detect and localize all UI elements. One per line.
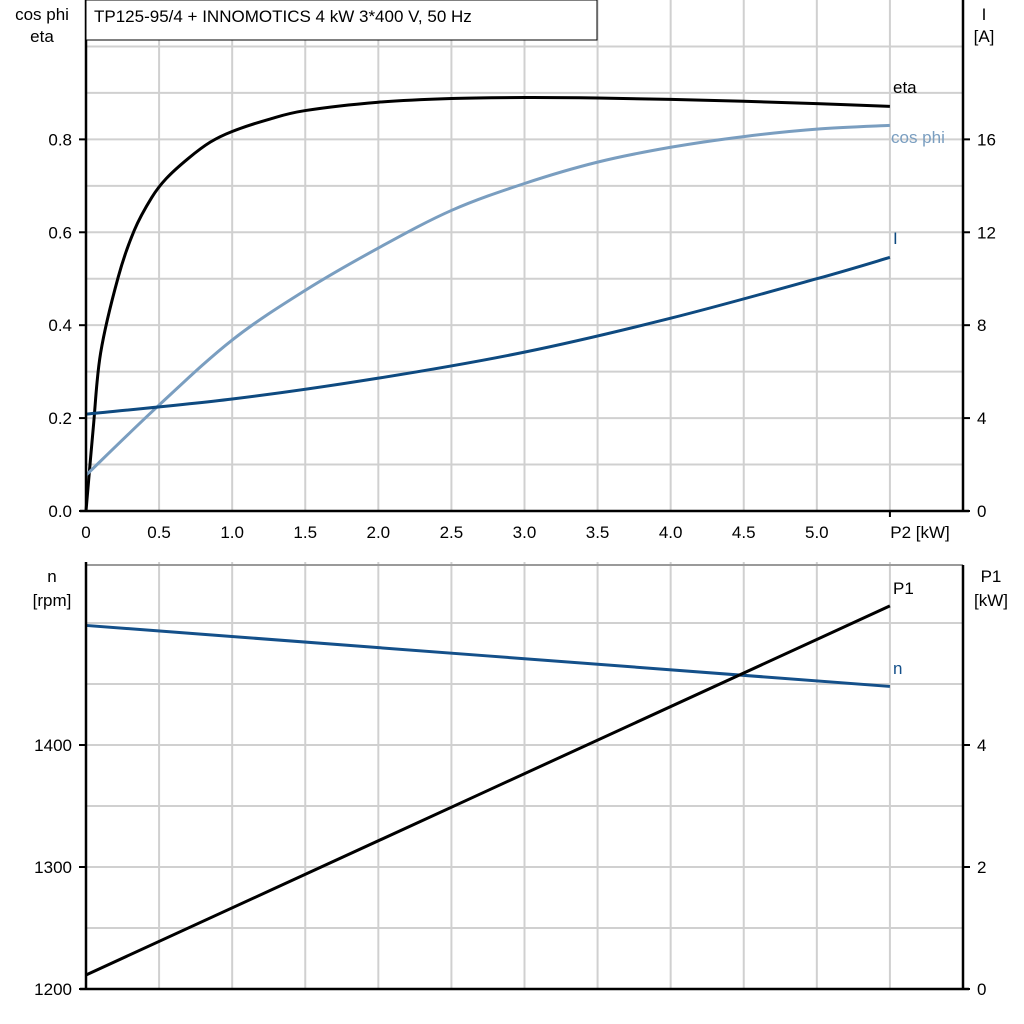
left-tick-label: 0.0 [48, 502, 72, 521]
series-label-p1: P1 [893, 579, 914, 598]
series-label-speed: n [893, 659, 902, 678]
x-tick-label: 0 [81, 523, 90, 542]
title-box [85, 0, 598, 41]
grid-lines [86, 0, 963, 989]
series-label-eta: eta [893, 78, 917, 97]
left-tick-label: 1400 [34, 736, 72, 755]
right-tick-label: 0 [977, 502, 986, 521]
right-tick-label: 12 [977, 223, 996, 242]
top-right-axis-title-2: [A] [974, 27, 995, 46]
curve-p1 [85, 604, 891, 977]
series-label-cos-phi: cos phi [891, 128, 945, 147]
x-tick-label: 2.5 [440, 523, 464, 542]
x-tick-label: 3.0 [513, 523, 537, 542]
left-tick-label: 0.8 [48, 130, 72, 149]
x-tick-label: 0.5 [147, 523, 171, 542]
x-tick-label: 3.5 [586, 523, 610, 542]
right-tick-label: 4 [977, 736, 986, 755]
chart-title: TP125-95/4 + INNOMOTICS 4 kW 3*400 V, 50… [94, 7, 472, 26]
left-tick-label: 1200 [34, 980, 72, 999]
x-tick-label: 5.0 [805, 523, 829, 542]
curve-i [85, 255, 891, 416]
x-tick-label: 1.0 [220, 523, 244, 542]
left-tick-label: 0.6 [48, 223, 72, 242]
top-left-axis-title-1: cos phi [15, 5, 69, 24]
x-tick-label: 2.0 [367, 523, 391, 542]
right-tick-label: 2 [977, 858, 986, 877]
bottom-left-axis-title-1: n [47, 567, 56, 586]
bottom-left-axis-title-2: [rpm] [33, 591, 72, 610]
series-label-current: I [893, 229, 898, 248]
left-tick-label: 1300 [34, 858, 72, 877]
x-tick-label: 1.5 [293, 523, 317, 542]
curve-eta [84, 96, 890, 512]
x-axis-title: P2 [kW] [890, 523, 950, 542]
left-tick-label: 0.4 [48, 316, 72, 335]
bottom-right-axis-title-2: [kW] [974, 591, 1008, 610]
curve-cos-phi [84, 123, 890, 477]
curve-n [85, 623, 891, 688]
right-tick-label: 16 [977, 130, 996, 149]
top-left-axis-title-2: eta [30, 27, 54, 46]
x-tick-label: 4.5 [732, 523, 756, 542]
curves [84, 96, 891, 977]
top-right-axis-title-1: I [982, 5, 987, 24]
right-tick-label: 4 [977, 409, 986, 428]
right-tick-label: 0 [977, 980, 986, 999]
axes [79, 0, 970, 991]
x-tick-label: 4.0 [659, 523, 683, 542]
bottom-right-axis-title-1: P1 [981, 567, 1002, 586]
right-tick-label: 8 [977, 316, 986, 335]
labels: TP125-95/4 + INNOMOTICS 4 kW 3*400 V, 50… [15, 0, 1008, 999]
left-tick-label: 0.2 [48, 409, 72, 428]
